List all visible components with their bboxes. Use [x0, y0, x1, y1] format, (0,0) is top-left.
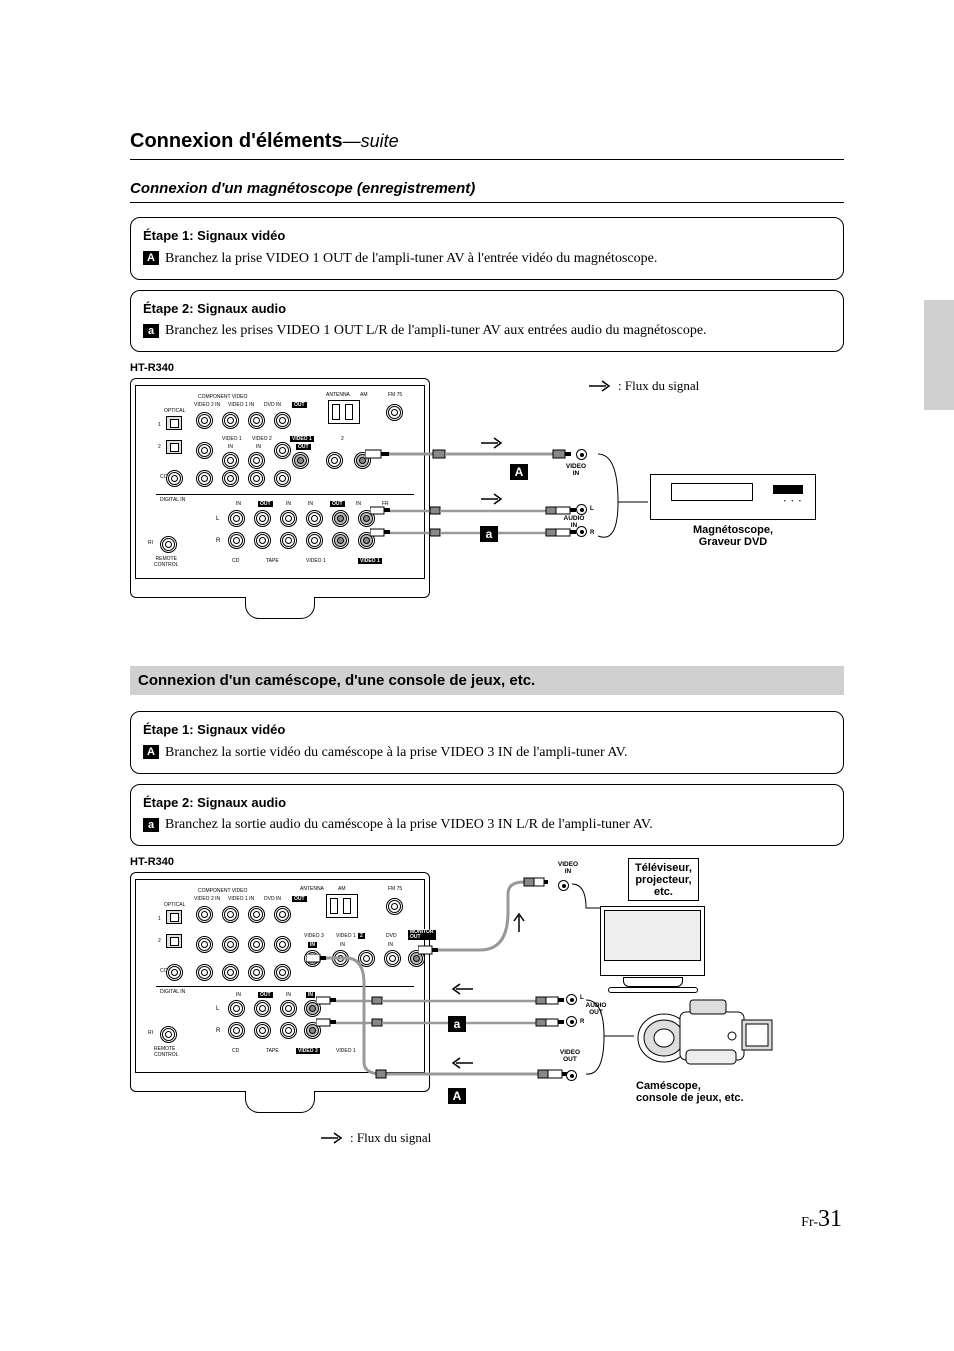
- section2-bar: Connexion d'un caméscope, d'une console …: [130, 666, 844, 695]
- tv-label: Téléviseur,projecteur,etc.: [628, 858, 699, 901]
- flow-arrow-left-icon-2: [448, 1056, 474, 1070]
- lbl-antenna: ANTENNA: [326, 392, 350, 398]
- section2-step1-title: Étape 1: Signaux vidéo: [143, 720, 831, 740]
- section2-step2-title: Étape 2: Signaux audio: [143, 793, 831, 813]
- jack-v2out: [326, 452, 343, 469]
- section2-step2-text: Branchez la sortie audio du caméscope à …: [165, 817, 653, 832]
- flow-arrow-icon-1: [480, 436, 506, 450]
- mark-a-1: a: [480, 526, 498, 542]
- page-title: Connexion d'éléments—suite: [130, 130, 844, 160]
- signal-legend-2: : Flux du signal: [320, 1130, 431, 1146]
- bracket-line: [598, 444, 650, 544]
- camcorder-label: Caméscope,console de jeux, etc.: [636, 1080, 806, 1104]
- lbl-in1: IN: [228, 444, 233, 450]
- jack-v2in: [248, 452, 265, 469]
- jack-v1out: [292, 452, 309, 469]
- page-number-value: 31: [818, 1206, 842, 1232]
- bullet-a2-icon: a: [143, 818, 159, 832]
- page: Connexion d'éléments—suite Connexion d'u…: [0, 0, 954, 1351]
- am-antenna-block: [328, 400, 360, 424]
- camcorder-bracket: [586, 992, 636, 1082]
- section1-step1-text: Branchez la prise VIDEO 1 OUT de l'ampli…: [165, 251, 657, 266]
- rear-panel-inner: COMPONENT VIDEO ANTENNA AM FM 75 VIDEO 2…: [135, 385, 425, 579]
- section1-subheading: Connexion d'un magnétoscope (enregistrem…: [130, 180, 844, 203]
- signal-legend-text-1: : Flux du signal: [618, 378, 699, 393]
- lbl-digitalin: DIGITAL IN: [160, 497, 185, 503]
- section1-step2-box: Étape 2: Signaux audio a Branchez les pri…: [130, 290, 844, 353]
- side-gray-tab: [924, 300, 954, 410]
- mark-A-1: A: [510, 464, 528, 480]
- bullet-A2-icon: A: [143, 745, 159, 759]
- section2-step2-box: Étape 2: Signaux audio a Branchez la sort…: [130, 784, 844, 847]
- page-title-suffix: —suite: [343, 131, 399, 151]
- section2-step1-box: Étape 1: Signaux vidéo A Branchez la sort…: [130, 711, 844, 774]
- lbl-optical: OPTICAL: [164, 408, 185, 414]
- section2-step2-line: a Branchez la sortie audio du caméscope à…: [143, 814, 831, 835]
- lbl-component: COMPONENT VIDEO: [198, 394, 247, 400]
- jack-cb4: [274, 442, 291, 459]
- vcr-video-in-jack: [576, 449, 587, 460]
- panel-foot: [245, 597, 315, 619]
- lbl-remote: REMOTECONTROL: [154, 556, 178, 568]
- jack-cy2: [222, 412, 239, 429]
- cable-audio-R: [370, 528, 580, 542]
- rear-panel: COMPONENT VIDEO ANTENNA AM FM 75 VIDEO 2…: [130, 378, 430, 598]
- lbl-videoin: VIDEOIN: [556, 464, 596, 477]
- lbl-dvdin: DVD IN: [264, 402, 281, 408]
- lbl-v1b: VIDEO 1: [290, 436, 314, 442]
- jack-v1in: [222, 452, 239, 469]
- vcr-label: Magnétoscope,Graveur DVD: [650, 524, 816, 548]
- section2-model: HT-R340: [130, 856, 844, 868]
- flow-arrow-icon-legend2: [320, 1131, 346, 1145]
- bullet-a-icon: a: [143, 324, 159, 338]
- fm-jack: [386, 404, 403, 421]
- lbl-in2: IN: [256, 444, 261, 450]
- diagram-1: COMPONENT VIDEO ANTENNA AM FM 75 VIDEO 2…: [130, 378, 844, 638]
- tv-bracket: [572, 878, 602, 938]
- page-number: Fr-31: [801, 1206, 842, 1233]
- mark-A-2: A: [448, 1088, 466, 1104]
- lbl-v1: VIDEO 1: [222, 436, 242, 442]
- flow-arrow-icon-2: [480, 492, 506, 506]
- flow-arrow-up-icon: [510, 912, 528, 934]
- optical-port-1: [166, 416, 182, 430]
- section1-step1-title: Étape 1: Signaux vidéo: [143, 226, 831, 246]
- camcorder-device: [634, 992, 782, 1074]
- page-number-prefix: Fr-: [801, 1215, 818, 1230]
- jack-cy3: [248, 412, 265, 429]
- lbl-audioin: AUDIOIN: [552, 516, 596, 529]
- lbl-out1: OUT: [292, 402, 307, 408]
- flow-arrow-icon-legend1: [588, 379, 614, 393]
- section2-step1-text: Branchez la sortie vidéo du caméscope à …: [165, 745, 627, 760]
- cable-audio-L: [370, 506, 580, 520]
- bullet-A-icon: A: [143, 251, 159, 265]
- tv-device: [600, 906, 705, 976]
- lbl-v2: VIDEO 2: [252, 436, 272, 442]
- section1-step1-line: A Branchez la prise VIDEO 1 OUT de l'ampl…: [143, 248, 831, 269]
- tv-video-in-jack: [558, 880, 569, 891]
- lbl-fm: FM 75: [388, 392, 402, 398]
- signal-legend-1: : Flux du signal: [588, 378, 699, 394]
- optical-port-2: [166, 440, 182, 454]
- cable-video3: [306, 954, 576, 1084]
- diagram-2: COMPONENT VIDEO ANTENNA AM FM 75 OPTICAL…: [130, 872, 844, 1192]
- jack-cy1: [196, 412, 213, 429]
- vcr-device: • • •: [650, 474, 816, 520]
- signal-legend-text-2: : Flux du signal: [350, 1130, 431, 1145]
- jack-cy4: [274, 412, 291, 429]
- page-title-main: Connexion d'éléments: [130, 130, 343, 152]
- jack-cb1: [196, 442, 213, 459]
- section1-step1-box: Étape 1: Signaux vidéo A Branchez la pris…: [130, 217, 844, 280]
- section1-step2-line: a Branchez les prises VIDEO 1 OUT L/R de …: [143, 320, 831, 341]
- lbl-out2: OUT: [296, 444, 311, 450]
- section1-step2-text: Branchez les prises VIDEO 1 OUT L/R de l…: [165, 323, 707, 338]
- lbl-v1in: VIDEO 1 IN: [228, 402, 254, 408]
- section1-step2-title: Étape 2: Signaux audio: [143, 299, 831, 319]
- section1-model: HT-R340: [130, 362, 844, 374]
- lbl-v2in: VIDEO 2 IN: [194, 402, 220, 408]
- vcr-audio-L-jack: [576, 504, 587, 515]
- lbl-am: AM: [360, 392, 368, 398]
- section2-step1-line: A Branchez la sortie vidéo du caméscope à…: [143, 742, 831, 763]
